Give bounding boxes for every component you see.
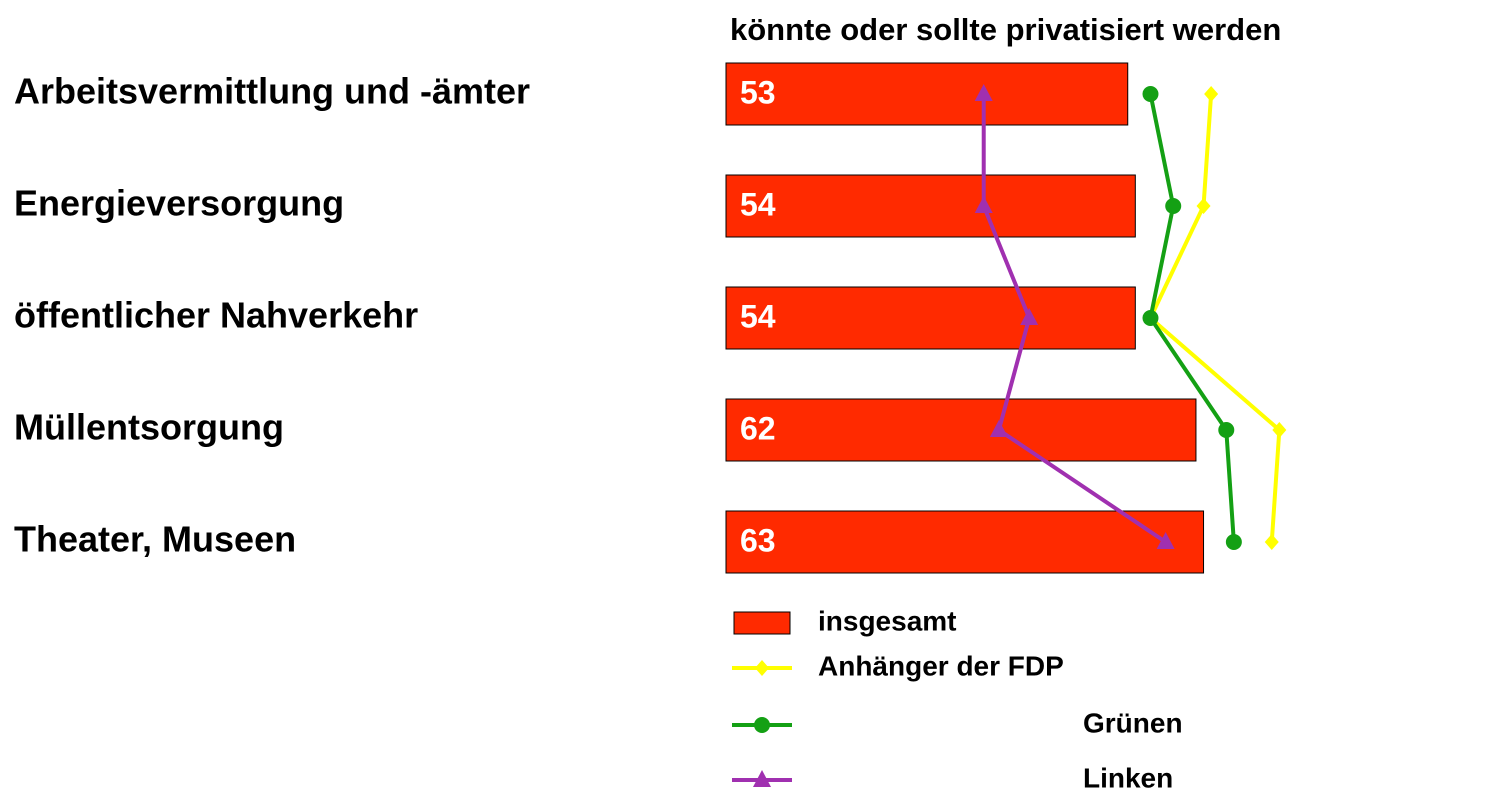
legend-marker xyxy=(753,770,771,787)
legend-marker xyxy=(755,660,769,676)
value-label: 63 xyxy=(740,522,776,558)
value-label: 62 xyxy=(740,410,776,446)
marker xyxy=(1165,198,1182,214)
marker xyxy=(974,84,993,101)
bar xyxy=(725,286,1136,350)
value-label: 54 xyxy=(740,186,776,222)
legend-swatch xyxy=(733,611,791,635)
chart-title: könnte oder sollte privatisiert werden xyxy=(730,12,1281,47)
marker xyxy=(1272,422,1287,438)
marker xyxy=(974,196,993,213)
marker xyxy=(1264,534,1279,550)
line xyxy=(1148,93,1282,543)
legend-label: Linken xyxy=(1083,762,1173,793)
marker xyxy=(1225,534,1242,550)
marker xyxy=(989,420,1008,437)
marker xyxy=(1020,308,1039,325)
category-label: Theater, Museen xyxy=(14,519,296,560)
bar xyxy=(725,62,1129,126)
marker xyxy=(1218,422,1235,438)
marker xyxy=(1142,310,1159,326)
bar xyxy=(725,510,1205,574)
category-label: Energieversorgung xyxy=(14,183,344,224)
value-label: 53 xyxy=(740,74,776,110)
legend-label: Grünen xyxy=(1083,707,1183,738)
legend-label: Anhänger der FDP xyxy=(818,650,1064,681)
marker xyxy=(1204,86,1219,102)
bar xyxy=(725,398,1197,462)
bar xyxy=(725,174,1136,238)
category-label: öffentlicher Nahverkehr xyxy=(14,295,418,336)
category-label: Müllentsorgung xyxy=(14,407,284,448)
value-label: 54 xyxy=(740,298,776,334)
legend-marker xyxy=(754,717,770,733)
marker xyxy=(1156,532,1175,549)
marker xyxy=(1196,198,1211,214)
line xyxy=(1148,93,1236,543)
marker xyxy=(1142,86,1159,102)
category-label: Arbeitsvermittlung und -ämter xyxy=(14,71,530,112)
legend-label: insgesamt xyxy=(818,605,957,636)
